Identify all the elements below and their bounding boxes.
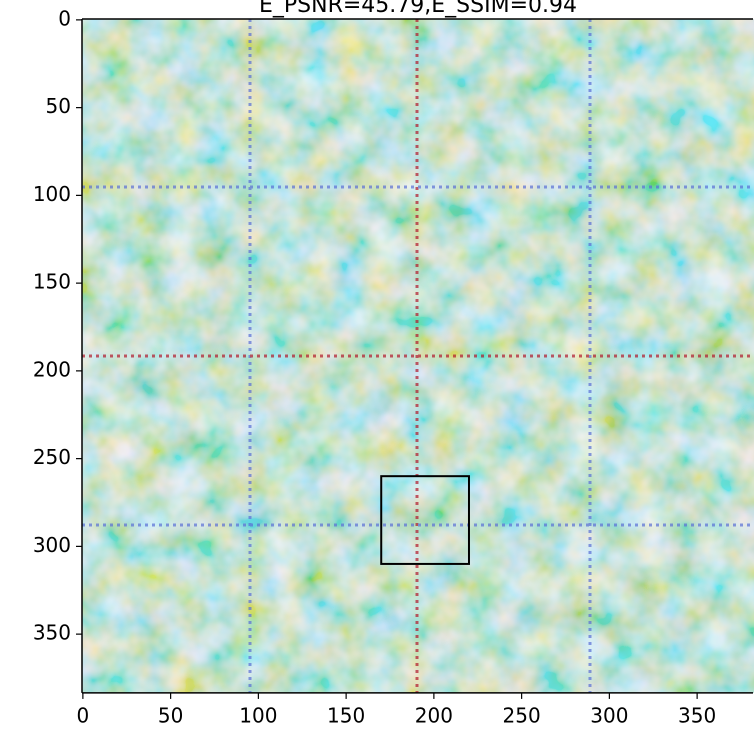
x-tick-label: 350 [678,703,716,727]
y-tick-label: 50 [46,94,71,118]
artifact-lines [82,19,754,693]
x-tick-label: 200 [415,703,453,727]
highlight-box [380,475,470,565]
y-tick-label: 150 [33,270,71,294]
y-tick-label: 200 [33,357,71,381]
y-tick-label: 0 [58,6,71,30]
x-tick-label: 50 [158,703,183,727]
x-tick-label: 0 [77,703,90,727]
x-tick-label: 150 [327,703,365,727]
chart-title: E_PSNR=45.79,E_SSIM=0.94 [259,0,577,18]
image-area [82,19,754,693]
y-tick-label: 350 [33,621,71,645]
x-tick-label: 300 [590,703,628,727]
y-tick-label: 300 [33,533,71,557]
x-tick-label: 100 [239,703,277,727]
x-tick-label: 250 [503,703,541,727]
y-tick-label: 250 [33,445,71,469]
y-tick-label: 100 [33,182,71,206]
